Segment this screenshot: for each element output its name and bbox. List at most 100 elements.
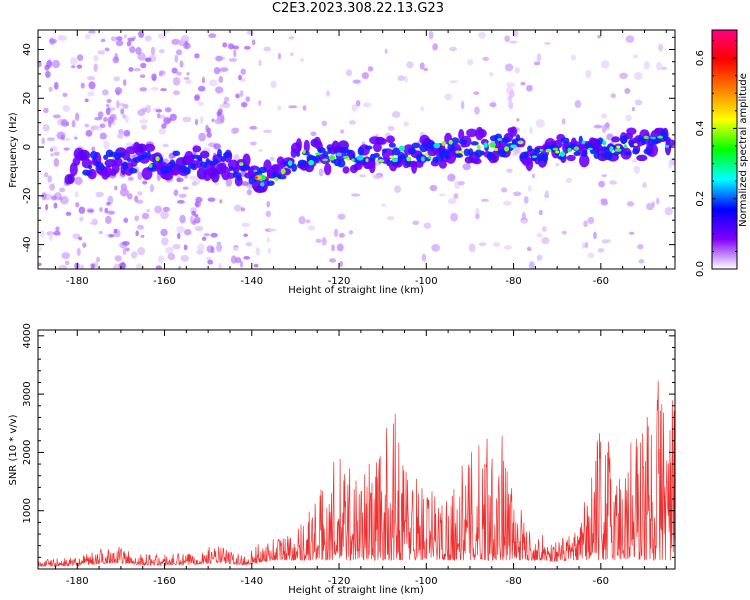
heatmap-core-cell: [620, 135, 628, 144]
heatmap-noise-cell: [84, 123, 90, 128]
heatmap-noise-cell: [355, 100, 361, 107]
heatmap-noise-cell: [523, 196, 529, 204]
heatmap-noise-cell: [183, 76, 190, 81]
heatmap-noise-cell: [351, 103, 358, 112]
heatmap-noise-cell: [120, 183, 128, 191]
heatmap-noise-cell: [70, 65, 76, 69]
heatmap-noise-cell: [122, 79, 127, 86]
heatmap-noise-cell: [39, 230, 45, 238]
heatmap-core-cell: [419, 143, 429, 153]
heatmap-noise-cell: [501, 187, 508, 193]
heatmap-core-cell: [297, 159, 307, 167]
heatmap-core-cell: [141, 151, 148, 159]
snr-x-axis-label: Height of straight line (km): [288, 585, 424, 596]
heatmap-noise-cell: [210, 232, 218, 238]
heatmap-noise-cell: [298, 216, 306, 225]
heatmap-noise-cell: [208, 33, 217, 39]
heatmap-noise-cell: [218, 75, 224, 84]
heatmap-core-cell: [322, 150, 329, 158]
heatmap-noise-cell: [38, 262, 42, 267]
heatmap-noise-cell: [172, 90, 181, 96]
heatmap-noise-cell: [93, 54, 99, 62]
heatmap-core-cell: [357, 146, 365, 156]
colorbar-label: Normalized spectral amplitude: [738, 73, 749, 227]
colorbar-ticks: 0.0 0.2 0.4 0.6: [695, 40, 737, 277]
heatmap-core-cell: [98, 164, 106, 171]
heatmap-peak-cell: [428, 155, 432, 160]
spectrogram-y-tick-label: 20: [22, 92, 33, 105]
heatmap-peak-cell: [609, 146, 614, 152]
spectrogram-panel: -180 -160 -140 -120 -100 -80 -60 -40 -20 0 20 40 H…: [8, 29, 676, 296]
heatmap-peak-cell: [587, 147, 593, 151]
heatmap-noise-cell: [605, 122, 610, 129]
heatmap-noise-cell: [656, 197, 660, 205]
heatmap-noise-cell: [64, 260, 70, 266]
heatmap-core-cell: [480, 150, 485, 156]
heatmap-noise-cell: [528, 261, 535, 269]
heatmap-noise-cell: [74, 136, 78, 140]
heatmap-noise-cell: [127, 37, 135, 42]
heatmap-noise-cell: [158, 127, 167, 135]
heatmap-noise-cell: [482, 56, 490, 61]
heatmap-noise-cell: [329, 258, 337, 263]
heatmap-noise-cell: [536, 53, 542, 62]
heatmap-core-cell: [223, 151, 232, 158]
spectrogram-heatmap: [38, 30, 675, 269]
heatmap-core-cell: [364, 145, 373, 150]
heatmap-noise-cell: [60, 134, 65, 141]
heatmap-noise-cell: [266, 201, 271, 208]
spectrogram-x-ticks: -180 -160 -140 -120 -100 -80 -60: [54, 30, 667, 287]
heatmap-band-cell: [466, 128, 478, 138]
heatmap-noise-cell: [506, 82, 515, 88]
heatmap-noise-cell: [176, 199, 185, 204]
heatmap-noise-cell: [219, 199, 223, 204]
heatmap-noise-cell: [70, 57, 78, 66]
heatmap-noise-cell: [521, 212, 526, 220]
heatmap-noise-cell: [49, 38, 57, 44]
heatmap-noise-cell: [173, 189, 179, 197]
snr-x-ticks: -180 -160 -140 -120 -100 -80 -60: [54, 330, 667, 587]
heatmap-noise-cell: [503, 200, 512, 206]
heatmap-noise-cell: [161, 123, 167, 129]
heatmap-band-cell: [78, 149, 91, 161]
heatmap-noise-cell: [75, 202, 80, 208]
heatmap-noise-cell: [600, 60, 610, 69]
heatmap-band-cell: [477, 129, 487, 138]
heatmap-noise-cell: [41, 137, 46, 145]
heatmap-peak-cell: [356, 155, 364, 161]
heatmap-noise-cell: [128, 67, 134, 72]
heatmap-noise-cell: [215, 55, 223, 62]
heatmap-noise-cell: [43, 172, 49, 178]
heatmap-noise-cell: [516, 118, 520, 122]
heatmap-noise-cell: [149, 184, 154, 193]
heatmap-noise-cell: [406, 61, 414, 69]
heatmap-core-cell: [169, 159, 176, 168]
heatmap-noise-cell: [139, 119, 148, 124]
heatmap-noise-cell: [49, 183, 56, 191]
heatmap-noise-cell: [340, 129, 345, 134]
heatmap-noise-cell: [171, 67, 178, 74]
heatmap-noise-cell: [150, 87, 159, 91]
heatmap-noise-cell: [174, 54, 179, 63]
heatmap-hot-cell: [616, 145, 621, 149]
heatmap-band-cell: [386, 135, 395, 144]
heatmap-core-cell: [382, 148, 387, 154]
heatmap-core-cell: [278, 175, 287, 180]
spectrogram-x-tick-label: -140: [240, 276, 263, 287]
colorbar-tick-label: 0.6: [695, 50, 706, 66]
spectrogram-y-axis-label: Frequency (Hz): [8, 112, 19, 188]
heatmap-noise-cell: [467, 59, 474, 66]
heatmap-noise-cell: [214, 86, 224, 94]
heatmap-peak-cell: [581, 140, 586, 145]
heatmap-band-cell: [226, 172, 236, 179]
heatmap-noise-cell: [584, 242, 589, 249]
heatmap-noise-cell: [444, 93, 453, 101]
heatmap-noise-cell: [331, 244, 335, 252]
heatmap-core-cell: [573, 151, 581, 157]
heatmap-peak-cell: [314, 152, 322, 156]
heatmap-noise-cell: [61, 252, 70, 260]
heatmap-peak-cell: [664, 144, 670, 148]
heatmap-noise-cell: [475, 213, 480, 220]
heatmap-noise-cell: [78, 236, 83, 241]
heatmap-noise-cell: [43, 107, 49, 114]
